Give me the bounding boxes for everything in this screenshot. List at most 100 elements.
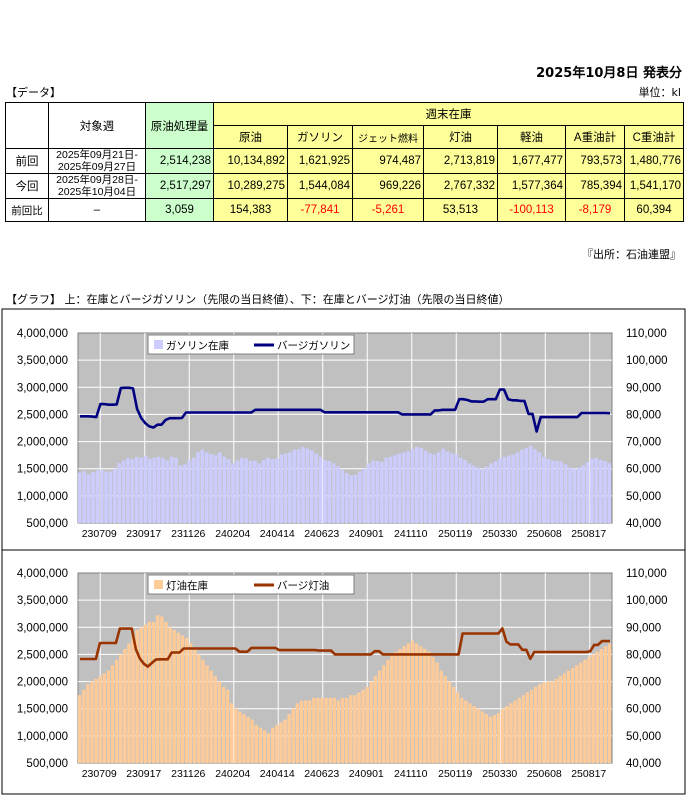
- inventory-bar: [305, 448, 310, 523]
- inventory-bar: [178, 465, 183, 523]
- inventory-bar: [271, 727, 275, 763]
- inventory-bar: [301, 447, 305, 523]
- inventory-bar: [537, 452, 542, 523]
- inventory-bar: [161, 457, 165, 523]
- data-section-label: 【データ】: [6, 86, 61, 99]
- inventory-bar: [221, 687, 226, 763]
- inventory-bar: [250, 719, 254, 763]
- x-tick-label: 240623: [304, 528, 339, 540]
- inventory-bar: [546, 458, 550, 523]
- inventory-bar: [594, 457, 599, 523]
- inventory-bar: [156, 456, 161, 523]
- row-week: –: [48, 198, 146, 222]
- inventory-bar: [521, 695, 525, 763]
- y-left-tick-label: 2,000,000: [17, 677, 68, 689]
- inventory-bar: [291, 708, 295, 763]
- inventory-bar: [484, 714, 489, 763]
- inventory-bar: [279, 454, 283, 523]
- row-label: 前回: [5, 148, 49, 174]
- inventory-bar: [308, 700, 312, 763]
- inventory-bar: [299, 700, 304, 763]
- x-tick-label: 240204: [215, 528, 250, 540]
- inventory-bar: [121, 460, 126, 523]
- inventory-bar: [436, 452, 441, 523]
- inventory-bar: [143, 624, 148, 763]
- y-right-tick-label: 40,000: [626, 758, 661, 770]
- inventory-bar: [428, 453, 432, 523]
- header-weekend-inventory: 週末在庫: [212, 102, 685, 126]
- x-tick-label: 240414: [260, 528, 295, 540]
- inventory-bar: [358, 471, 362, 523]
- cell: -8,179: [565, 198, 625, 222]
- inventory-bar: [550, 681, 554, 763]
- inventory-bar: [147, 621, 152, 763]
- inventory-bar: [568, 467, 572, 523]
- inventory-bar: [380, 461, 384, 523]
- x-tick-label: 230917: [126, 768, 161, 780]
- inventory-bar: [451, 687, 456, 763]
- x-tick-label: 240204: [215, 768, 250, 780]
- inventory-bar: [320, 697, 324, 763]
- inventory-bar: [78, 472, 82, 523]
- inventory-bar: [445, 451, 450, 523]
- inventory-bar: [381, 665, 386, 763]
- inventory-bar: [288, 452, 292, 523]
- inventory-bar: [292, 449, 297, 523]
- inventory-bar: [388, 456, 393, 523]
- y-left-tick-label: 4,000,000: [17, 328, 68, 340]
- inventory-bar: [340, 469, 345, 523]
- inventory-bar: [86, 684, 90, 763]
- inventory-bar: [493, 461, 498, 523]
- inventory-bar: [218, 452, 222, 523]
- inventory-bar: [476, 708, 480, 763]
- inventory-bar: [515, 452, 520, 523]
- inventory-bar: [361, 689, 365, 763]
- inventory-bar: [366, 463, 371, 523]
- inventory-bar: [373, 676, 378, 763]
- inventory-bar: [328, 697, 332, 763]
- inventory-bar: [410, 449, 415, 523]
- y-left-tick-label: 4,000,000: [17, 568, 68, 580]
- inventory-bar: [570, 668, 575, 763]
- inventory-bar: [394, 651, 398, 763]
- inventory-bar: [353, 695, 357, 763]
- inventory-bar: [323, 460, 327, 523]
- inventory-bar: [511, 454, 515, 523]
- x-tick-label: 250119: [438, 768, 472, 780]
- y-right-tick-label: 80,000: [626, 409, 661, 421]
- y-left-tick-label: 2,000,000: [17, 437, 68, 449]
- inventory-bar: [196, 452, 200, 523]
- y-left-tick-label: 3,000,000: [17, 382, 68, 394]
- inventory-bar: [266, 457, 270, 523]
- x-tick-label: 250817: [571, 528, 606, 540]
- inventory-bar: [332, 697, 337, 763]
- cell: 2,767,332: [423, 173, 498, 199]
- inventory-bar: [253, 460, 257, 523]
- inventory-bar: [316, 697, 320, 763]
- inventory-bar: [576, 467, 581, 523]
- inventory-bar: [579, 662, 583, 763]
- inventory-bar: [270, 458, 275, 523]
- header-col: 原油: [213, 125, 288, 149]
- inventory-bar: [401, 452, 406, 523]
- inventory-bar: [454, 454, 459, 523]
- inventory-bar: [336, 700, 341, 763]
- inventory-bar: [164, 621, 168, 763]
- inventory-bar: [525, 692, 530, 763]
- inventory-bar: [266, 733, 271, 763]
- inventory-bar: [168, 627, 172, 763]
- header-col: A重油計: [565, 125, 625, 149]
- x-tick-label: 231126: [171, 528, 205, 540]
- inventory-bar: [226, 458, 231, 523]
- inventory-bar: [295, 703, 300, 763]
- x-tick-label: 230709: [82, 768, 117, 780]
- inventory-bar: [455, 692, 460, 763]
- inventory-bar: [119, 654, 123, 763]
- inventory-bar: [435, 662, 439, 763]
- inventory-bar: [82, 689, 86, 763]
- header-col: ジェット燃料: [352, 125, 424, 149]
- inventory-bar: [82, 471, 86, 523]
- inventory-bar: [180, 635, 185, 763]
- inventory-bar: [95, 470, 100, 523]
